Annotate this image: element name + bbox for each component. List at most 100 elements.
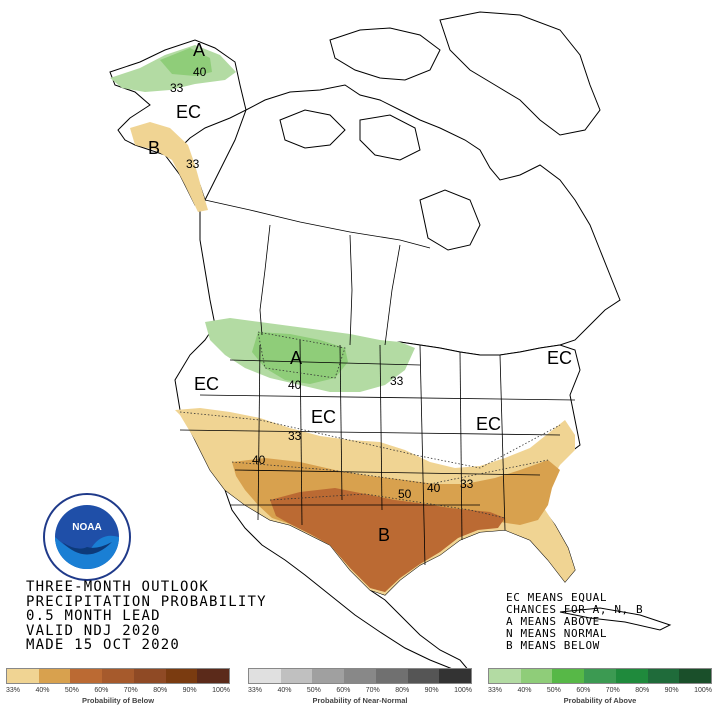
legend-normal-tick: 60% [336,687,351,694]
legend-below-swatch [7,669,39,683]
above-regions [110,45,415,392]
region-labels: A EC B A EC EC EC EC B [148,40,572,545]
legend-below-swatch [197,669,230,683]
legend-normal-swatch [249,669,281,683]
legend-normal-tick: 40% [277,687,292,694]
legend-below-swatch [70,669,103,683]
key-line-1: EC MEANS EQUAL [506,591,608,604]
title-line-4: VALID NDJ 2020 [26,622,161,639]
legend-above-tick: 50% [546,687,561,694]
contour-33-south: 33 [460,477,474,491]
legend-above-tick: 70% [605,687,620,694]
legend-above-tick: 100% [694,687,712,694]
noaa-logo-icon: NOAA [43,493,131,581]
legend-below-tick: 33% [6,687,21,694]
title-line-2: PRECIPITATION PROBABILITY [26,593,267,610]
svg-text:NOAA: NOAA [72,522,101,533]
legend-above-tick: 80% [635,687,650,694]
legend-below-swatch [165,669,198,683]
boundaries [179,199,576,566]
legend-normal-tick: 70% [365,687,380,694]
label-a-north: A [290,348,302,368]
title-line-3: 0.5 MONTH LEAD [26,608,161,624]
label-ec-central: EC [311,407,336,427]
contour-50-south: 50 [398,487,412,501]
key-line-2: CHANCES FOR A, N, B [506,603,644,616]
key-line-5: B MEANS BELOW [506,639,600,652]
below-33-alaska [130,122,208,212]
contour-labels: 40 33 33 40 33 33 40 50 40 33 [170,65,474,501]
legend-above-swatches [488,668,712,684]
label-ec-alaska: EC [176,102,201,122]
legend-above-swatch [647,669,680,683]
contour-lines [179,331,561,519]
legend-above-swatch [615,669,648,683]
contour-40-southwest: 40 [252,453,266,467]
legend-below-tick: 70% [123,687,138,694]
above-40-alaska [160,48,212,76]
legend-below-swatch [133,669,166,683]
legend-normal: 33% 40% 50% 60% 70% 80% 90% 100% Probability of… [248,668,472,710]
legend-below-swatches [6,668,230,684]
contour-40-alaska: 40 [193,65,207,79]
legend-normal-tick: 90% [424,687,439,694]
legend-above-tick: 33% [488,687,503,694]
contour-33-alaska: 33 [170,81,184,95]
legend-normal-tick: 80% [395,687,410,694]
contour-40-south: 40 [427,481,441,495]
legend-normal-swatch [312,669,345,683]
legend-above-swatch [584,669,616,683]
legend-below-tick: 90% [182,687,197,694]
label-b-south: B [378,525,390,545]
legend-above-tick: 90% [664,687,679,694]
legend-normal-ticks: 33% 40% 50% 60% 70% 80% 90% 100% [248,687,472,694]
legend-normal-swatch [407,669,440,683]
title-block: THREE-MONTH OUTLOOK PRECIPITATION PROBABI… [26,580,267,653]
legend-normal-tick: 50% [306,687,321,694]
legend-above-title: Probability of Above [563,696,637,705]
label-ec-west: EC [194,374,219,394]
below-50-south [270,488,505,592]
label-a-alaska: A [193,40,205,60]
contour-33-central: 33 [288,429,302,443]
label-b-alaska: B [148,138,160,158]
legend-above-tick: 40% [517,687,532,694]
legend-below-tick: 40% [35,687,50,694]
legend-below-tick: 80% [153,687,168,694]
legend-above-swatch [679,669,712,683]
label-ec-northeast: EC [547,348,572,368]
legend-below-title: Probability of Below [81,696,155,705]
legend-normal-swatch [344,669,376,683]
legend-normal-swatches [248,668,472,684]
legend-above-swatch [552,669,585,683]
label-ec-east: EC [476,414,501,434]
legend-below-swatch [102,669,134,683]
legend-normal-swatch [375,669,408,683]
legend-below-tick: 50% [64,687,79,694]
legend-normal-tick: 100% [454,687,472,694]
legend-normal-swatch [280,669,313,683]
legend-below-ticks: 33% 40% 50% 60% 70% 80% 90% 100% [6,687,230,694]
legend-normal-tick: 33% [248,687,263,694]
legend-above-swatch [489,669,521,683]
contour-33-alaska-south: 33 [186,157,200,171]
legend-above: 33% 40% 50% 60% 70% 80% 90% 100% Probability of… [488,668,712,710]
legend-above-swatch [520,669,553,683]
legend-normal-title: Probability of Near-Normal [312,696,408,705]
legend-below-tick: 60% [94,687,109,694]
legend-above-ticks: 33% 40% 50% 60% 70% 80% 90% 100% [488,687,712,694]
legend-normal-swatch [439,669,472,683]
legend-above-tick: 60% [576,687,591,694]
legend-below: 33% 40% 50% 60% 70% 80% 90% 100% Probability of… [6,668,230,710]
contour-33-north: 33 [390,374,404,388]
key-line-4: N MEANS NORMAL [506,627,608,640]
contour-40-north: 40 [288,378,302,392]
legend-below-swatch [38,669,71,683]
title-line-5: MADE 15 OCT 2020 [26,637,181,653]
key-line-3: A MEANS ABOVE [506,615,600,628]
legend-below-tick: 100% [212,687,230,694]
below-regions [130,122,575,595]
title-line-1: THREE-MONTH OUTLOOK [26,579,209,595]
